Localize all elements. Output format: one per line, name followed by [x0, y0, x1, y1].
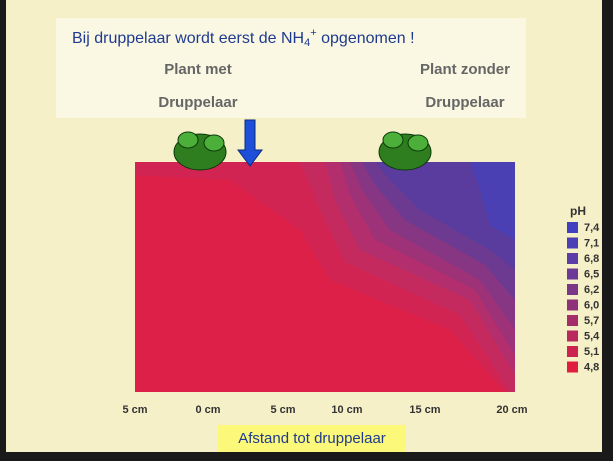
legend-swatch — [567, 222, 578, 233]
x-tick-label: 10 cm — [331, 404, 362, 416]
legend-swatch — [567, 284, 578, 295]
title-text: opgenomen ! — [317, 30, 415, 47]
legend-label: 5,1 — [584, 346, 599, 358]
x-tick-label: 0 cm — [195, 404, 220, 416]
legend-label: 6,5 — [584, 268, 599, 280]
legend-label: 6,2 — [584, 284, 599, 296]
legend-label: 7,4 — [584, 222, 600, 234]
plant-icon — [174, 132, 226, 170]
legend-swatch — [567, 331, 578, 342]
plant-icon — [379, 132, 431, 170]
legend-swatch — [567, 238, 578, 249]
legend-label: 5,7 — [584, 315, 599, 327]
title-text: Bij druppelaar wordt eerst de NH — [72, 30, 304, 47]
plant-label: Druppelaar — [425, 94, 504, 111]
x-tick-label: 20 cm — [496, 404, 527, 416]
plant-label: Plant zonder — [420, 61, 510, 78]
x-tick-label: 5 cm — [270, 404, 295, 416]
title: Bij druppelaar wordt eerst de NH4+ opgen… — [72, 27, 415, 49]
plant-label: Plant met — [164, 61, 232, 78]
legend-label: 5,4 — [584, 330, 600, 342]
legend-swatch — [567, 269, 578, 280]
legend-swatch — [567, 253, 578, 264]
contour-plot — [135, 162, 515, 392]
legend-swatch — [567, 346, 578, 357]
x-tick-label: 5 cm — [122, 404, 147, 416]
legend-label: 4,8 — [584, 361, 599, 373]
legend-label: 7,1 — [584, 237, 599, 249]
legend-swatch — [567, 315, 578, 326]
x-tick-label: 15 cm — [409, 404, 440, 416]
plant-label: Druppelaar — [158, 94, 237, 111]
legend-title: pH — [570, 204, 586, 218]
slide: Bij druppelaar wordt eerst de NH4+ opgen… — [0, 0, 613, 461]
axis-title: Afstand tot druppelaar — [238, 430, 386, 447]
legend-swatch — [567, 362, 578, 373]
legend-swatch — [567, 300, 578, 311]
legend-label: 6,0 — [584, 299, 599, 311]
page: Bij druppelaar wordt eerst de NH4+ opgen… — [0, 0, 613, 461]
legend-label: 6,8 — [584, 253, 599, 265]
